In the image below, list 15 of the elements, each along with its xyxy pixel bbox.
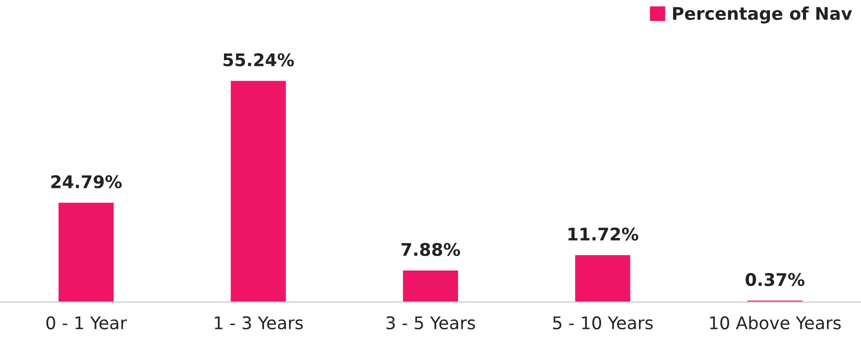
x-tick-label: 1 - 3 Years bbox=[214, 316, 303, 330]
bar bbox=[402, 270, 458, 302]
bar bbox=[230, 80, 286, 302]
data-label: 0.37% bbox=[746, 272, 804, 286]
bar bbox=[58, 202, 114, 302]
data-label: 7.88% bbox=[402, 242, 460, 256]
x-tick-label: 10 Above Years bbox=[710, 316, 841, 330]
x-tick-label: 3 - 5 Years bbox=[386, 316, 476, 330]
data-label: 24.79% bbox=[51, 175, 122, 188]
data-label: 55.24% bbox=[223, 53, 294, 66]
data-label: 11.72% bbox=[568, 228, 638, 241]
legend-label: Percentage of Nav bbox=[673, 6, 852, 24]
x-tick-label: 5 - 10 Years bbox=[553, 316, 653, 330]
x-tick-label: 0 - 1 Year bbox=[46, 316, 127, 330]
bar bbox=[575, 255, 630, 302]
